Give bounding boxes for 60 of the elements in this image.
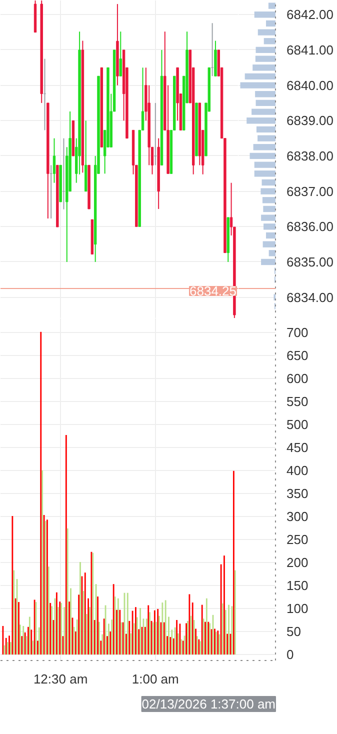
bar — [255, 91, 276, 98]
bar — [258, 29, 276, 36]
candlestick — [119, 31, 122, 77]
y-tick-label: 6837.00 — [286, 184, 334, 199]
bar — [256, 126, 276, 133]
y-tick-label: 250 — [286, 532, 308, 547]
ref-line-label: 6834.25 — [190, 283, 237, 298]
bar — [261, 258, 276, 266]
y-tick-label: 200 — [286, 554, 308, 570]
bar — [261, 214, 276, 221]
y-tick-label: 6838.00 — [286, 148, 334, 164]
bar — [250, 152, 276, 160]
y-tick-label: 700 — [286, 324, 308, 340]
bar — [254, 162, 276, 168]
y-tick-label: 50 — [286, 624, 301, 639]
y-tick-label: 400 — [286, 462, 308, 478]
bar — [254, 170, 276, 177]
bar — [253, 144, 276, 150]
y-tick-label: 6836.00 — [286, 219, 334, 234]
y-tick-label: 550 — [286, 394, 308, 409]
bar — [258, 135, 276, 142]
bar — [244, 73, 276, 80]
y-tick-label: 500 — [286, 416, 308, 432]
y-tick-label: 6841.00 — [286, 42, 334, 58]
bar — [252, 108, 276, 115]
bar — [246, 118, 276, 124]
bar — [262, 197, 276, 204]
y-tick-label: 100 — [286, 600, 308, 616]
bar — [256, 100, 276, 106]
y-tick-label: 6840.00 — [286, 78, 334, 93]
bar — [254, 12, 276, 18]
bar — [262, 241, 276, 248]
bar — [260, 188, 276, 194]
candlestick — [52, 138, 56, 184]
y-tick-label: 150 — [286, 578, 308, 593]
bar — [264, 224, 276, 230]
y-tick-label: 600 — [286, 370, 308, 386]
y-tick-label: 6842.00 — [286, 7, 334, 22]
bar — [264, 38, 276, 44]
bar — [268, 2, 276, 9]
y-tick-label: 300 — [286, 508, 308, 524]
text: 02/13/2026 1:37:00 am — [142, 696, 276, 712]
bar — [263, 206, 276, 212]
y-tick-label: 450 — [286, 440, 308, 455]
bar — [266, 232, 276, 239]
bar — [255, 56, 276, 62]
bar — [268, 250, 276, 256]
x-tick-label: 12:30 am — [33, 672, 88, 686]
bar — [262, 179, 276, 186]
bar — [252, 64, 276, 71]
bar — [240, 82, 276, 88]
y-tick-label: 350 — [286, 486, 308, 501]
y-tick-label: 0 — [286, 647, 294, 662]
x-tick-label: 1:00 am — [132, 672, 179, 686]
y-tick-label: 650 — [286, 348, 308, 363]
bar — [256, 46, 276, 54]
y-tick-label: 6839.00 — [286, 113, 334, 128]
y-tick-label: 6834.00 — [286, 290, 334, 305]
y-tick-label: 6835.00 — [286, 254, 334, 270]
bar — [266, 20, 276, 27]
